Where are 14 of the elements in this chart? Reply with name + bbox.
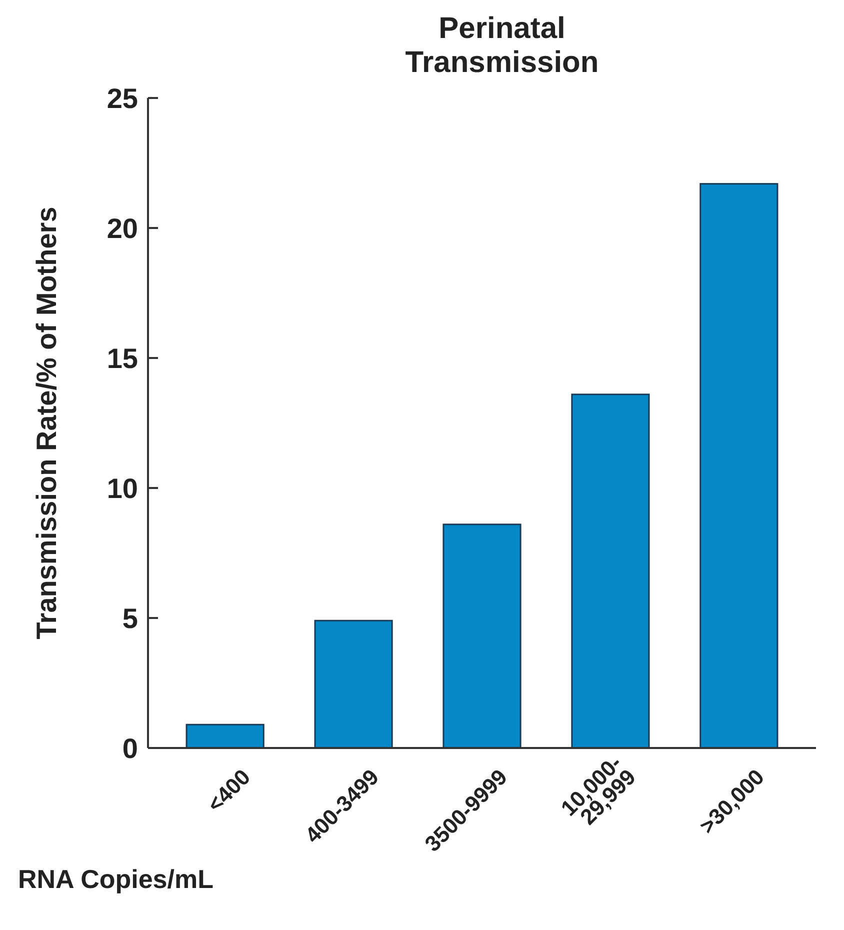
bar (314, 620, 393, 749)
bar (571, 394, 650, 749)
y-tick-label: 10 (106, 472, 138, 504)
y-tick-label: 5 (122, 602, 138, 634)
bar (700, 183, 778, 749)
x-axis-title: RNA Copies/mL (18, 864, 214, 894)
y-tick-label: 25 (106, 82, 138, 114)
y-tick-label: 20 (106, 212, 138, 244)
bar (442, 524, 522, 749)
y-tick-label: 15 (106, 342, 138, 374)
chart-title: Perinatal Transmission (405, 12, 599, 79)
y-axis-title: Transmission Rate/% of Mothers (31, 206, 62, 640)
bar (186, 724, 264, 749)
y-tick-label: 0 (122, 732, 138, 764)
